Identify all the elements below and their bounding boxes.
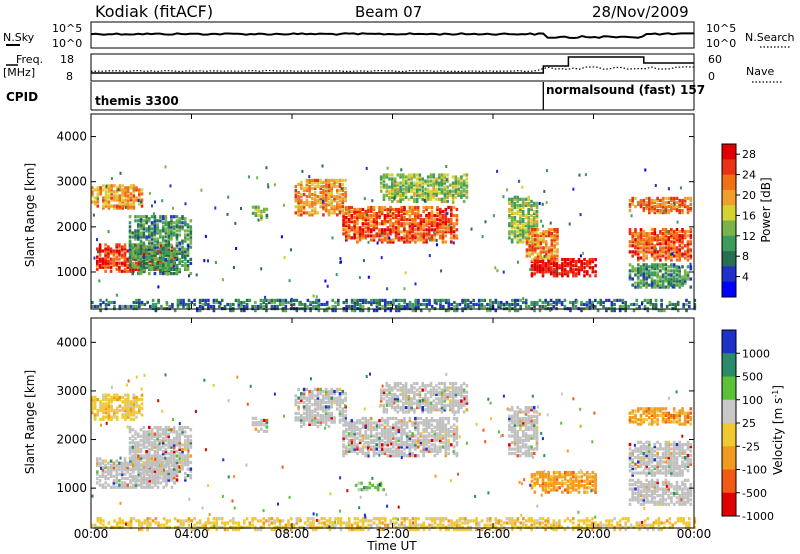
- time-tick-label: 16:00: [476, 527, 511, 541]
- range-tick-label: 1000: [56, 265, 87, 279]
- noise-tick-left-top: 10^5: [52, 22, 82, 35]
- freq-tick-top: 18: [60, 53, 74, 66]
- range-tick-label: 3000: [56, 384, 87, 398]
- power-colorbar-tick: 12: [742, 230, 756, 243]
- frequency-line: [91, 56, 694, 74]
- range-tick-label: 1000: [56, 481, 87, 495]
- nsearch-label: N.Search: [745, 31, 795, 44]
- noise-tick-right-bottom: 10^0: [706, 37, 736, 50]
- power-colorbar-label: Power [dB]: [759, 177, 773, 242]
- power-panel: 4000 3000 2000 1000 Slant Range [km]: [23, 113, 697, 313]
- nave-label: Nave: [746, 65, 774, 78]
- cpid-panel: CPID themis 3300 normalsound (fast) 157: [6, 82, 705, 111]
- noise-tick-left-bottom: 10^0: [52, 37, 82, 50]
- range-tick-label: 2000: [56, 433, 87, 447]
- velocity-colorbar-tick: 100: [742, 394, 763, 407]
- velocity-colorbar-tick: -100: [742, 464, 767, 477]
- noise-tick-right-top: 10^5: [706, 22, 736, 35]
- power-ylabel: Slant Range [km]: [23, 163, 37, 267]
- velocity-colorbar-tick: 25: [742, 417, 756, 430]
- noise-line: [90, 32, 694, 40]
- power-colorbar-tick: 28: [742, 148, 756, 161]
- date-title: 28/Nov/2009: [592, 3, 689, 21]
- velocity-ylabel: Slant Range [km]: [23, 370, 37, 474]
- cpid-label: CPID: [6, 90, 38, 104]
- nave-tick-bottom: 0: [708, 70, 715, 83]
- time-axis: 00:00 04:00 08:00 12:00 16:00 20:00 00:00: [74, 114, 712, 541]
- velocity-colorbar-tick: -1000: [742, 510, 774, 523]
- range-tick-label: 3000: [56, 175, 87, 189]
- power-colorbar-tick: 16: [742, 209, 756, 222]
- velocity-colorbar-tick: -25: [742, 440, 760, 453]
- time-tick-label: 00:00: [677, 527, 712, 541]
- time-axis-label: Time UT: [366, 539, 417, 553]
- velocity-colorbar-tick: -500: [742, 487, 767, 500]
- freq-tick-bottom: 8: [66, 70, 73, 83]
- nsky-label: N.Sky: [3, 31, 35, 44]
- range-tick-label: 4000: [56, 335, 87, 349]
- velocity-colorbar-tick: 500: [742, 371, 763, 384]
- power-colorbar-tick: 4: [742, 271, 749, 284]
- power-scatter-cells: [91, 164, 697, 313]
- time-tick-label: 04:00: [174, 527, 209, 541]
- range-tick-label: 2000: [56, 220, 87, 234]
- cpid-mode-1: themis 3300: [95, 94, 179, 108]
- velocity-colorbar-tick: 1000: [742, 347, 770, 360]
- power-colorbar-tick: 20: [742, 189, 756, 202]
- velocity-scatter-cells: [91, 372, 697, 532]
- nave-line: [90, 66, 695, 73]
- cpid-mode-2: normalsound (fast) 157: [546, 83, 705, 97]
- velocity-colorbar-label: Velocity [m s-1]: [771, 385, 786, 475]
- velocity-colorbar: 1000 500 100 25 -25 -100 -500 -1000: [721, 329, 774, 523]
- nave-tick-top: 60: [708, 53, 722, 66]
- station-title: Kodiak (fitACF): [95, 2, 213, 21]
- noise-panel: 10^5 10^0 10^5 10^0 N.Sky N.Search: [3, 21, 795, 50]
- frequency-panel: 18 8 60 0 Freq. [MHz] Nave: [3, 53, 782, 83]
- freq-label-line2: [MHz]: [3, 66, 35, 79]
- power-colorbar: 28 24 20 16 12 8 4: [721, 143, 756, 298]
- power-colorbar-tick: 24: [742, 169, 756, 182]
- range-tick-label: 4000: [56, 130, 87, 144]
- velocity-panel: 4000 3000 2000 1000 Slant Range [km]: [23, 317, 697, 532]
- time-tick-label: 08:00: [275, 527, 310, 541]
- beam-title: Beam 07: [355, 3, 422, 21]
- power-colorbar-tick: 8: [742, 250, 749, 263]
- time-tick-label: 00:00: [74, 527, 109, 541]
- freq-label-line1: Freq.: [16, 53, 43, 66]
- time-tick-label: 12:00: [375, 527, 410, 541]
- time-tick-label: 20:00: [576, 527, 611, 541]
